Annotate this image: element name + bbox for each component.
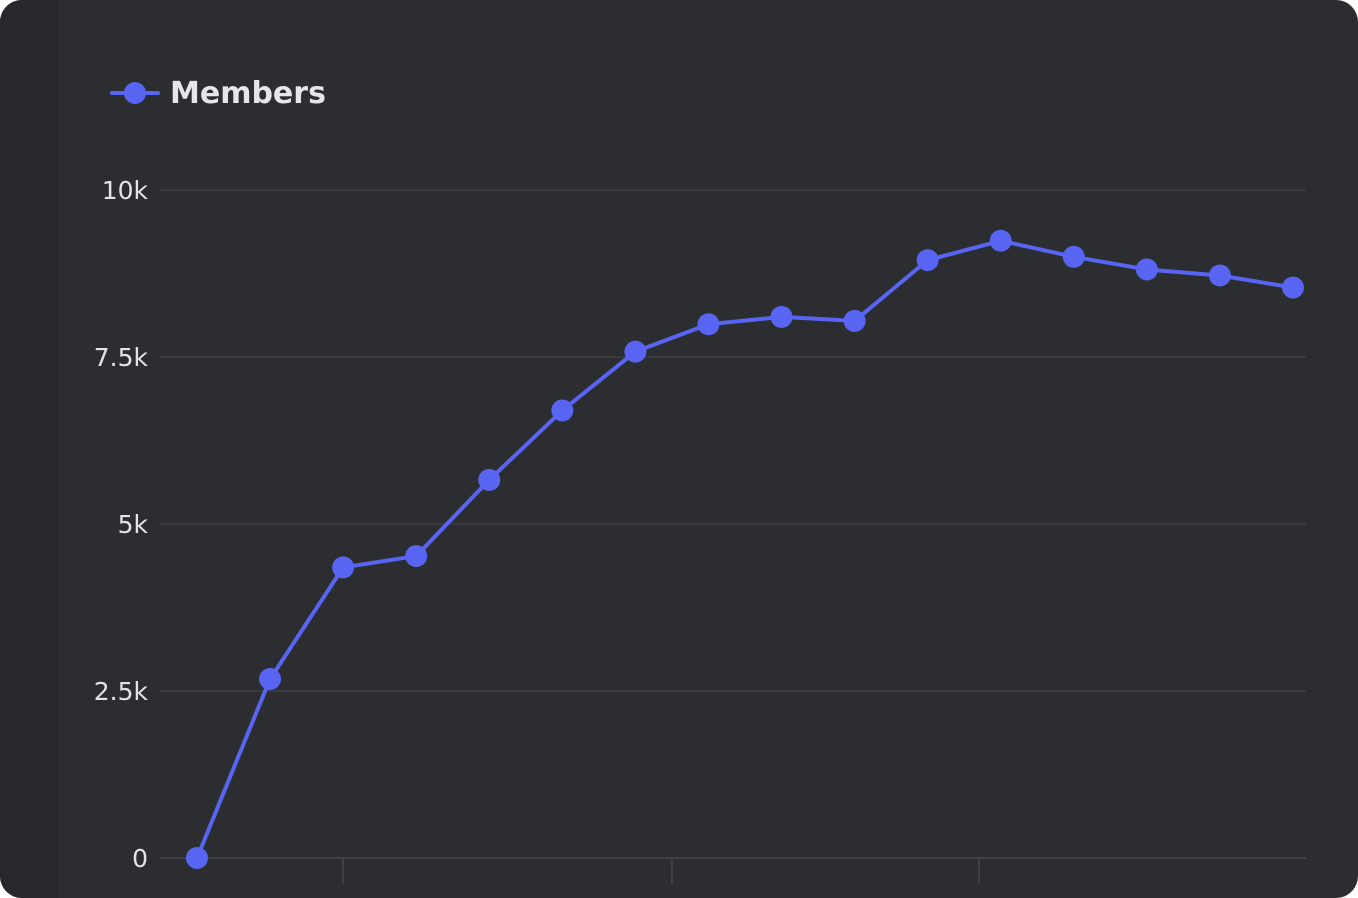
y-tick-label: 5k <box>118 510 149 539</box>
card-left-edge <box>0 0 58 898</box>
data-point <box>697 313 720 336</box>
x-axis <box>342 858 980 884</box>
data-point <box>1208 264 1231 287</box>
y-tick-label: 10k <box>102 176 149 205</box>
legend[interactable]: Members <box>110 76 326 111</box>
data-point <box>186 847 208 869</box>
y-axis-tick-labels: 0 2.5k 5k 7.5k 10k <box>94 176 149 873</box>
data-point <box>405 545 428 568</box>
data-point <box>1282 276 1304 299</box>
data-point <box>843 309 866 332</box>
y-tick-label: 2.5k <box>94 677 149 706</box>
data-point <box>1135 258 1158 281</box>
data-point <box>1062 245 1085 268</box>
y-tick-label: 0 <box>132 844 148 873</box>
series-members <box>186 229 1304 869</box>
data-point <box>332 556 355 579</box>
grid-lines <box>160 189 1306 859</box>
data-point <box>916 249 939 272</box>
data-point <box>989 229 1012 252</box>
legend-marker <box>124 82 146 104</box>
data-point <box>770 305 793 328</box>
y-tick-label: 7.5k <box>94 343 149 372</box>
data-point <box>624 340 647 363</box>
series-line-members <box>195 238 1295 860</box>
data-point <box>478 468 501 491</box>
data-point <box>259 667 282 690</box>
data-point <box>551 399 574 422</box>
legend-label-members: Members <box>170 76 326 111</box>
